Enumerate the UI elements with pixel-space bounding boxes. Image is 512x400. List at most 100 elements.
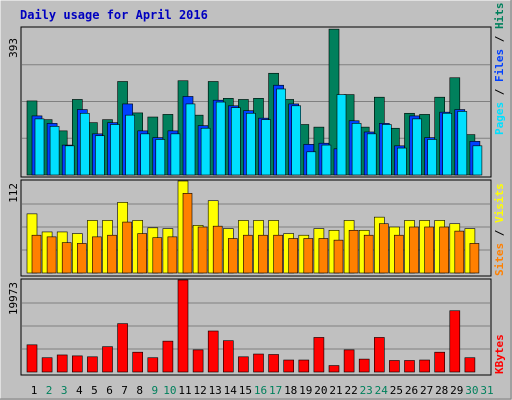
x-tick-label: 21 — [329, 384, 342, 397]
pages-bar — [306, 151, 317, 176]
sites-bar — [348, 229, 359, 274]
kbytes-bar — [41, 357, 53, 373]
legend-sites: Sites — [493, 243, 506, 276]
middle-ymax-label: 112 — [7, 183, 20, 203]
kbytes-bar — [177, 279, 189, 373]
pages-bar — [64, 145, 75, 176]
kbytes-bar — [253, 353, 264, 373]
pages-bar — [155, 139, 166, 176]
pages-bar — [336, 94, 347, 176]
pages-bar — [215, 101, 226, 176]
sites-bar — [46, 236, 57, 274]
x-tick-label: 27 — [420, 384, 433, 397]
kbytes-bar — [328, 365, 340, 373]
pages-bar — [397, 147, 407, 176]
pages-bar — [246, 112, 256, 176]
sites-bar — [61, 242, 72, 274]
kbytes-bar — [147, 357, 159, 373]
kbytes-bar — [404, 360, 415, 373]
kbytes-bar — [192, 349, 204, 373]
x-tick-label: 18 — [284, 384, 297, 397]
top-right-legend: Pages / Files / Hits — [493, 3, 506, 136]
sites-bar — [258, 234, 268, 274]
kbytes-bar — [162, 340, 174, 373]
kbytes-bar — [298, 359, 310, 373]
x-tick-label: 31 — [480, 384, 493, 397]
x-tick-label: 28 — [435, 384, 448, 397]
sites-bar — [378, 223, 389, 274]
x-tick-label: 23 — [360, 384, 373, 397]
legend-kbytes: KBytes — [493, 334, 506, 374]
kbytes-bar — [343, 349, 355, 373]
x-tick-label: 12 — [193, 384, 206, 397]
pages-bar — [95, 135, 105, 176]
pages-bar — [427, 139, 437, 176]
pages-bar — [261, 119, 271, 176]
kbytes-bar — [283, 359, 295, 373]
sites-bar — [273, 234, 283, 274]
sites-bar — [318, 238, 329, 274]
sites-bar — [92, 236, 102, 274]
kbytes-bar — [313, 337, 325, 373]
sites-bar — [394, 234, 404, 274]
legend-hits: Hits — [493, 3, 506, 30]
pages-bar — [231, 107, 241, 176]
x-tick-label: 9 — [151, 384, 158, 397]
sites-bar — [424, 226, 434, 274]
x-tick-label: 22 — [344, 384, 357, 397]
x-tick-label: 26 — [405, 384, 418, 397]
pages-bar — [170, 133, 181, 176]
x-tick-label: 1 — [31, 384, 38, 397]
chart-title: Daily usage for April 2016 — [20, 8, 208, 22]
sites-bar — [212, 225, 223, 274]
kbytes-bar — [223, 340, 234, 373]
x-tick-label: 30 — [465, 384, 478, 397]
pages-bar — [321, 144, 332, 176]
pages-bar — [276, 88, 286, 176]
sites-bar — [333, 239, 344, 274]
kbytes-bar — [419, 359, 430, 373]
sites-bar — [122, 221, 132, 274]
x-tick-label: 19 — [299, 384, 312, 397]
kbytes-bar — [389, 360, 400, 373]
sites-bar — [243, 234, 253, 274]
pages-bar — [351, 123, 362, 176]
kbytes-bar — [268, 354, 279, 373]
sites-bar — [228, 238, 238, 274]
pages-bar — [34, 118, 45, 176]
pages-bar — [457, 111, 468, 176]
x-axis-labels: 1 2 3 4 5 6 7 8 9 10 11 12 13 14 15 16 17 18 19 20 21 22 23 24 2… — [31, 384, 494, 397]
legend-sep-1: / — [493, 82, 506, 102]
legend-sep-2: / — [493, 29, 506, 49]
kbytes-bar — [87, 356, 98, 373]
bottom-ymax-label: 19973 — [7, 282, 20, 315]
sites-bar — [137, 233, 147, 274]
kbytes-bar — [72, 355, 83, 373]
kbytes-bar — [373, 337, 385, 373]
kbytes-bar — [132, 351, 143, 373]
sites-bar — [31, 234, 42, 274]
pages-bar — [442, 112, 453, 176]
x-tick-label: 10 — [163, 384, 176, 397]
sites-bar — [363, 234, 374, 274]
x-tick-label: 20 — [314, 384, 327, 397]
kbytes-bar — [56, 354, 68, 373]
legend-pages: Pages — [493, 102, 506, 135]
kbytes-bar — [102, 346, 113, 373]
pages-bar — [110, 124, 120, 176]
kbytes-bar — [449, 310, 461, 373]
pages-bar — [125, 114, 135, 176]
sites-bar — [469, 243, 480, 274]
x-tick-label: 5 — [91, 384, 98, 397]
pages-bar — [412, 118, 422, 176]
sites-bar — [439, 226, 450, 274]
kbytes-bar — [358, 358, 370, 373]
x-tick-label: 8 — [136, 384, 143, 397]
top-ymax-label: 393 — [7, 38, 20, 58]
x-tick-label: 13 — [209, 384, 222, 397]
x-tick-label: 7 — [121, 384, 128, 397]
pages-bar — [366, 133, 377, 176]
sites-bar — [182, 193, 193, 274]
sites-bar — [197, 226, 208, 274]
